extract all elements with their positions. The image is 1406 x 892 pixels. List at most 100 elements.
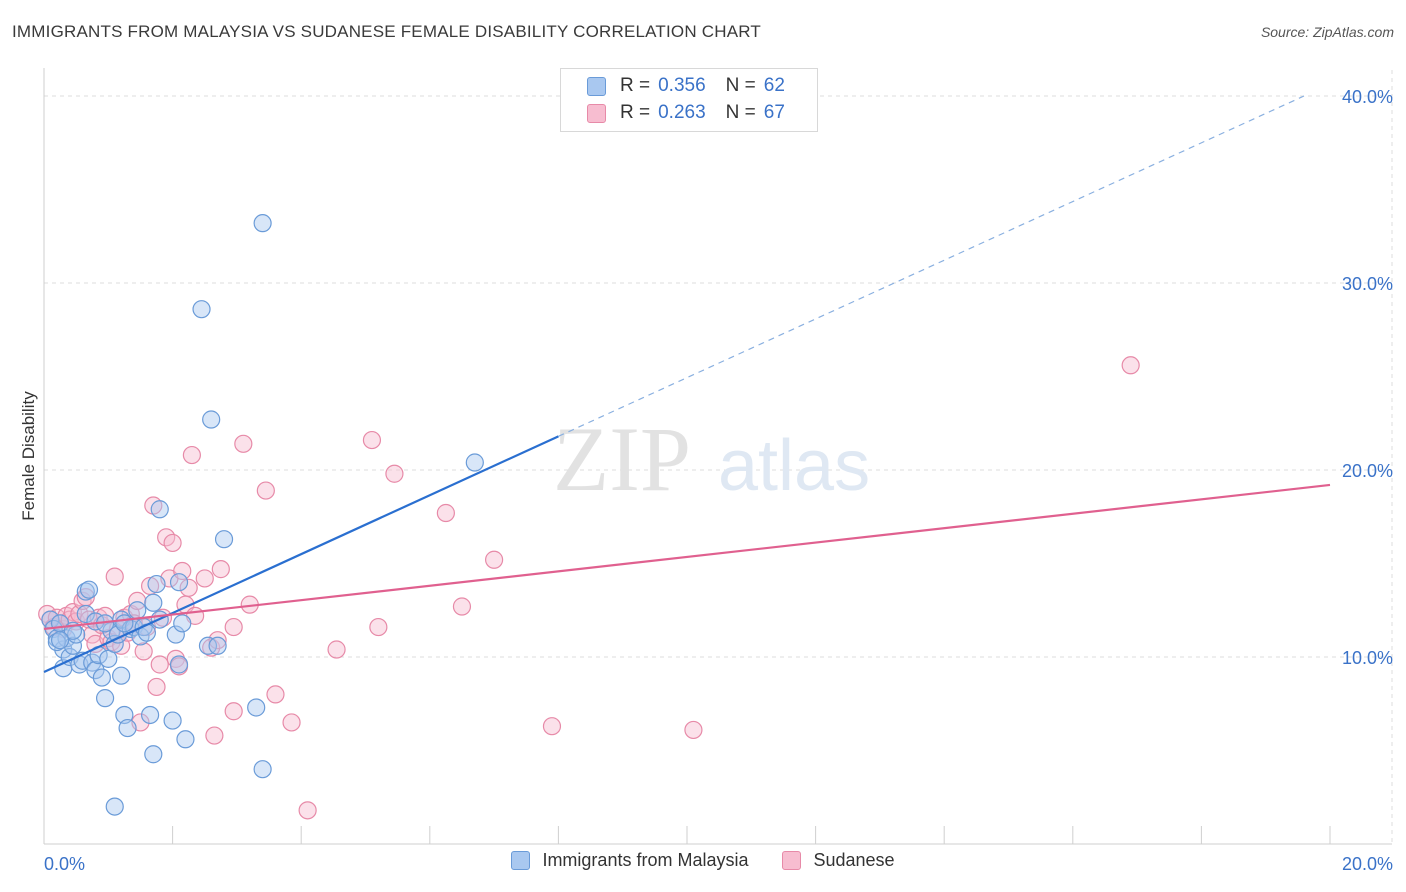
malaysia-point <box>202 410 221 429</box>
trendline-malaysia <box>43 435 559 673</box>
sudanese-point <box>173 561 192 581</box>
malaysia-point <box>465 453 484 472</box>
malaysia-point <box>198 636 218 655</box>
malaysia-point <box>79 580 99 599</box>
malaysia-point <box>144 593 163 612</box>
malaysia-point <box>214 530 234 549</box>
y-axis-label: Female Disability <box>19 391 38 521</box>
sudanese-point <box>208 631 227 650</box>
sudanese-point <box>485 550 504 569</box>
malaysia-point <box>192 300 211 319</box>
trendline-malaysia-extension <box>558 95 1305 437</box>
series-legend: Immigrants from Malaysia Sudanese <box>0 850 1406 871</box>
sudanese-point <box>202 638 221 657</box>
sudanese-point <box>385 464 404 483</box>
malaysia-point <box>169 655 189 674</box>
stats-row-sudanese: R = 0.263 N = 67 <box>587 100 785 126</box>
sudanese-point <box>163 533 182 553</box>
y-tick-label: 10.0% <box>1342 648 1393 668</box>
sudanese-point <box>327 640 346 659</box>
sudanese-point <box>224 617 243 637</box>
malaysia-point <box>115 614 134 633</box>
sudanese-point <box>362 430 382 450</box>
stats-legend: R = 0.356 N = 62 R = 0.263 N = 67 <box>560 68 818 132</box>
sudanese-point <box>452 597 472 616</box>
n-label: N = <box>725 102 756 123</box>
swatch-sudanese <box>587 103 606 123</box>
malaysia-point <box>76 604 95 624</box>
malaysia-point <box>253 760 272 779</box>
malaysia-point <box>163 711 182 730</box>
malaysia-point <box>128 601 147 620</box>
malaysia-point <box>95 689 115 708</box>
y-tick-label: 40.0% <box>1342 87 1393 107</box>
tick-labels: 10.0% 20.0% 30.0% 40.0% 0.0% 20.0% <box>44 87 1393 874</box>
grid-lines <box>44 70 1393 844</box>
r-label: R = <box>620 75 651 96</box>
sudanese-point <box>256 481 275 500</box>
malaysia-point <box>169 573 189 592</box>
axes <box>43 68 1392 845</box>
sudanese-point <box>1121 356 1140 375</box>
sudanese-point <box>128 591 147 611</box>
x-tick-label: 20.0% <box>1342 854 1393 874</box>
stats-row-malaysia: R = 0.356 N = 62 <box>587 73 785 99</box>
malaysia-point <box>112 666 131 685</box>
chart-title: IMMIGRANTS FROM MALAYSIA VS SUDANESE FEM… <box>12 22 762 41</box>
watermark: ZIP atlas <box>553 408 870 510</box>
sudanese-point <box>182 445 201 465</box>
series-sudanese-points <box>38 356 1140 820</box>
sudanese-point <box>38 604 57 624</box>
malaysia-point <box>86 660 105 680</box>
sudanese-point <box>369 617 388 637</box>
sudanese-point <box>282 713 301 732</box>
malaysia-point <box>147 574 166 594</box>
malaysia-point <box>176 730 195 749</box>
n-value: 62 <box>763 75 785 96</box>
legend-swatch-sudanese <box>782 851 802 870</box>
sudanese-point <box>150 655 169 674</box>
sudanese-point <box>234 434 253 453</box>
sudanese-point <box>195 569 214 588</box>
legend-item-sudanese[interactable]: Sudanese <box>782 850 895 871</box>
malaysia-point <box>92 668 111 687</box>
r-label: R = <box>620 102 651 123</box>
malaysia-point <box>144 745 163 764</box>
malaysia-point <box>105 797 124 816</box>
sudanese-point <box>105 567 124 586</box>
sudanese-point <box>211 560 230 579</box>
r-value: 0.263 <box>658 102 706 123</box>
legend-item-malaysia[interactable]: Immigrants from Malaysia <box>511 850 748 871</box>
legend-swatch-malaysia <box>511 851 531 870</box>
sudanese-point <box>266 685 285 704</box>
series-malaysia-points <box>41 214 484 816</box>
trendline-sudanese <box>43 483 1331 631</box>
legend-label-sudanese: Sudanese <box>813 850 895 870</box>
n-label: N = <box>725 75 756 96</box>
swatch-malaysia <box>587 76 606 96</box>
malaysia-point <box>253 214 272 233</box>
watermark-atlas: atlas <box>718 426 870 506</box>
sudanese-point <box>542 717 562 736</box>
legend-label-malaysia: Immigrants from Malaysia <box>542 850 749 870</box>
sudanese-point <box>147 677 166 697</box>
watermark-zip: ZIP <box>553 408 691 510</box>
x-tick-label: 0.0% <box>44 854 85 874</box>
malaysia-point <box>47 632 66 652</box>
n-value: 67 <box>763 102 785 123</box>
malaysia-point <box>50 631 70 650</box>
malaysia-point <box>247 698 266 717</box>
malaysia-point <box>57 629 76 648</box>
malaysia-point <box>150 500 169 519</box>
malaysia-point <box>99 649 118 668</box>
sudanese-point <box>179 578 198 597</box>
sudanese-point <box>684 720 703 740</box>
sudanese-point <box>436 503 455 523</box>
r-value: 0.356 <box>658 75 706 96</box>
y-tick-label: 20.0% <box>1342 461 1393 481</box>
malaysia-point <box>173 614 192 633</box>
malaysia-point <box>118 718 137 738</box>
malaysia-point <box>166 625 185 644</box>
sudanese-point <box>298 801 317 820</box>
